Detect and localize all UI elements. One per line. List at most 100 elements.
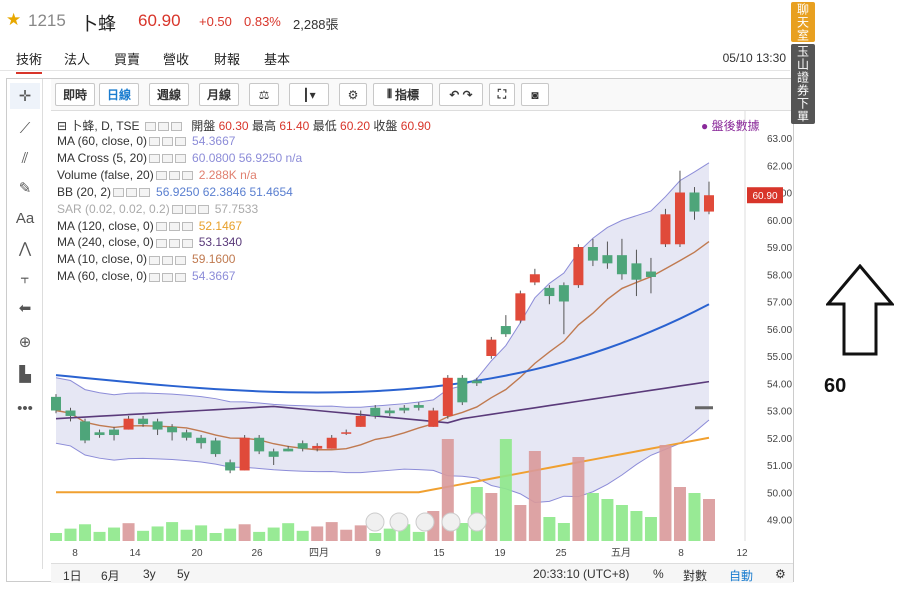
indicator-option-icon[interactable] [175,154,187,164]
annotation-text: 60 [824,375,847,397]
bottom-settings-icon[interactable]: ⚙ [775,567,786,581]
fork-icon[interactable]: ⫽ [21,149,29,167]
indicator-option-icon[interactable] [168,238,180,248]
volume-bar [688,493,701,541]
indicator-row[interactable]: MA (10, close, 0) 59.1600 [57,252,235,266]
tab-technical[interactable]: 技術 [16,49,43,74]
legend-settings-icon[interactable] [157,122,169,132]
y-tick-label: 53.00 [767,407,792,418]
indicator-option-icon[interactable] [181,238,193,248]
monthly-button[interactable]: 月線 [199,83,239,106]
legend-visibility-icon[interactable] [144,122,156,132]
zoom-icon[interactable]: ⊕ [18,334,32,351]
chart-type-icon[interactable]: ┃▾ [289,83,329,106]
indicator-option-icon[interactable] [181,221,193,231]
pattern-icon[interactable]: ⋀ [18,240,32,257]
indicator-option-icon[interactable] [155,221,167,231]
percent-toggle[interactable]: % [653,567,664,581]
indicator-name: MA Cross (5, 20) [57,150,148,165]
range-6m[interactable]: 6月 [101,569,120,583]
undo-redo-icon[interactable]: ↶ ↷ [439,83,483,106]
after-hours-link[interactable]: ● 盤後數據 [701,119,760,133]
auto-toggle[interactable]: 自動 [729,569,754,583]
log-toggle[interactable]: 對數 [683,569,708,583]
indicator-values: 52.1467 [198,218,243,233]
tab-revenue[interactable]: 營收 [163,52,190,67]
indicator-row[interactable]: MA Cross (5, 20) 60.0800 56.9250 n/a [57,151,302,165]
indicator-option-icon[interactable] [155,171,167,181]
indicator-option-icon[interactable] [168,171,180,181]
measure-icon[interactable]: ⫟ [20,269,30,287]
volume-bar [151,526,164,541]
indicator-row[interactable]: MA (120, close, 0) 52.1467 [57,219,242,233]
tab-trading[interactable]: 買賣 [114,52,141,67]
broker-order-tab[interactable]: 玉山證券下單 [791,44,815,124]
indicator-option-icon[interactable] [155,238,167,248]
legend-close-icon[interactable] [170,122,182,132]
candle-body [51,396,61,411]
arrow-icon[interactable]: ⬅ [18,300,32,317]
volume-bar [296,530,309,541]
indicator-row[interactable]: Volume (false, 20) 2.288K n/a [57,168,257,182]
indicator-values: 59.1600 [192,252,236,267]
indicator-row[interactable]: MA (240, close, 0) 53.1340 [57,235,242,249]
stock-code: 1215 [28,11,66,30]
indicator-option-icon[interactable] [162,154,174,164]
indicator-option-icon[interactable] [149,137,161,147]
indicator-option-icon[interactable] [175,137,187,147]
more-icon[interactable]: ••• [17,399,33,417]
star-icon[interactable]: ★ [6,10,22,29]
text-icon[interactable]: Aa [15,209,35,227]
indicator-option-icon[interactable] [168,221,180,231]
brush-icon[interactable]: ✎ [18,180,32,197]
indicator-option-icon[interactable] [162,137,174,147]
indicator-option-icon[interactable] [113,188,125,198]
range-1d[interactable]: 1日 [63,569,82,583]
indicator-option-icon[interactable] [162,255,174,265]
indicator-row[interactable]: SAR (0.02, 0.02, 0.2) 57.7533 [57,202,258,216]
indicator-name: MA (120, close, 0) [57,218,154,233]
indicators-button[interactable]: ⫴ 指標 [373,83,433,106]
indicator-option-icon[interactable] [175,272,187,282]
trendline-icon[interactable]: ⟋ [19,119,31,137]
tab-basic[interactable]: 基本 [264,52,291,67]
indicator-option-icon[interactable] [175,255,187,265]
range-5y[interactable]: 5y [177,567,190,581]
intraday-button[interactable]: 即時 [55,83,95,106]
indicator-option-icon[interactable] [126,188,138,198]
indicator-row[interactable]: MA (60, close, 0) 54.3667 [57,134,235,148]
indicator-option-icon[interactable] [184,204,196,214]
ruler-icon[interactable]: ▙ [19,366,31,383]
indicator-option-icon[interactable] [149,255,161,265]
indicator-option-icon[interactable] [139,188,151,198]
candle-body [689,192,700,212]
indicator-row[interactable]: BB (20, 2) 56.9250 62.3846 51.4654 [57,185,293,199]
tab-financials[interactable]: 財報 [214,52,241,67]
settings-icon[interactable]: ⚙ [339,83,367,106]
volume-bar [369,533,382,541]
x-tick-label: 9 [375,548,381,559]
indicator-option-icon[interactable] [171,204,183,214]
indicator-option-icon[interactable] [149,272,161,282]
chart-bottom-bar: 1日 6月 3y 5y 20:33:10 (UTC+8) % 對數 自動 ⚙ [51,563,793,583]
compare-icon[interactable]: ⚖ [249,83,279,106]
collapse-icon[interactable]: ⊟ [57,119,68,133]
tab-institutional[interactable]: 法人 [64,52,91,67]
chat-tab[interactable]: 聊天室 [791,2,815,42]
volume-bar [528,451,541,541]
indicator-row[interactable]: MA (60, close, 0) 54.3667 [57,269,235,283]
indicator-option-icon[interactable] [181,171,193,181]
weekly-button[interactable]: 週線 [149,83,189,106]
fullscreen-icon[interactable]: ⛶ [489,83,515,106]
volume-bar [673,487,686,541]
crosshair-icon[interactable]: ✛ [10,83,40,109]
indicator-option-icon[interactable] [149,154,161,164]
daily-button[interactable]: 日線 [99,83,139,106]
candle-body [268,451,279,457]
indicator-option-icon[interactable] [197,204,209,214]
price-chart[interactable]: 63.0062.0061.0060.0059.0058.0057.0056.00… [7,79,795,563]
indicator-option-icon[interactable] [162,272,174,282]
range-3y[interactable]: 3y [143,567,156,581]
camera-icon[interactable]: ◙ [521,83,549,106]
volume-bar [572,457,585,541]
